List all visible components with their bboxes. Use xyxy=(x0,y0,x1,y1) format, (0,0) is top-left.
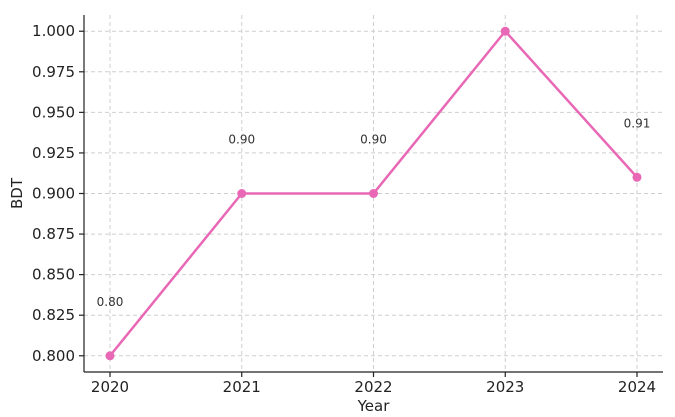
y-tick-label: 0.950 xyxy=(32,103,75,121)
x-tick-label: 2020 xyxy=(91,378,129,396)
data-point xyxy=(237,189,247,198)
data-labels-layer: 0.80 0.90 0.90 0.91 xyxy=(97,116,651,309)
y-axis-title: BDT xyxy=(8,177,26,209)
data-label: 0.80 xyxy=(97,295,124,309)
y-tick-label: 0.800 xyxy=(32,347,75,365)
data-label: 0.90 xyxy=(228,133,255,147)
x-tick-label: 2022 xyxy=(354,378,392,396)
y-tick-label: 0.825 xyxy=(32,306,75,324)
series-layer xyxy=(105,26,642,361)
data-point xyxy=(500,26,510,36)
y-tick-label: 0.875 xyxy=(32,225,75,243)
data-point xyxy=(105,351,115,361)
data-point xyxy=(369,189,378,198)
y-tick-label: 0.900 xyxy=(32,185,75,203)
x-tick-label: 2021 xyxy=(223,378,261,396)
y-tick-label: 0.850 xyxy=(32,266,75,284)
y-tick-label: 1.000 xyxy=(32,22,75,40)
data-label: 0.91 xyxy=(624,116,651,130)
data-point xyxy=(632,172,642,182)
x-tick-label: 2024 xyxy=(618,378,656,396)
axes-layer: 0.800 0.825 0.850 0.875 0.900 0.925 0.950 0.975… xyxy=(32,15,663,396)
x-axis-title: Year xyxy=(357,397,391,415)
data-label: 0.90 xyxy=(360,133,387,147)
x-tick-label: 2023 xyxy=(486,378,524,396)
y-tick-label: 0.975 xyxy=(32,63,75,81)
y-tick-label: 0.925 xyxy=(32,144,75,162)
